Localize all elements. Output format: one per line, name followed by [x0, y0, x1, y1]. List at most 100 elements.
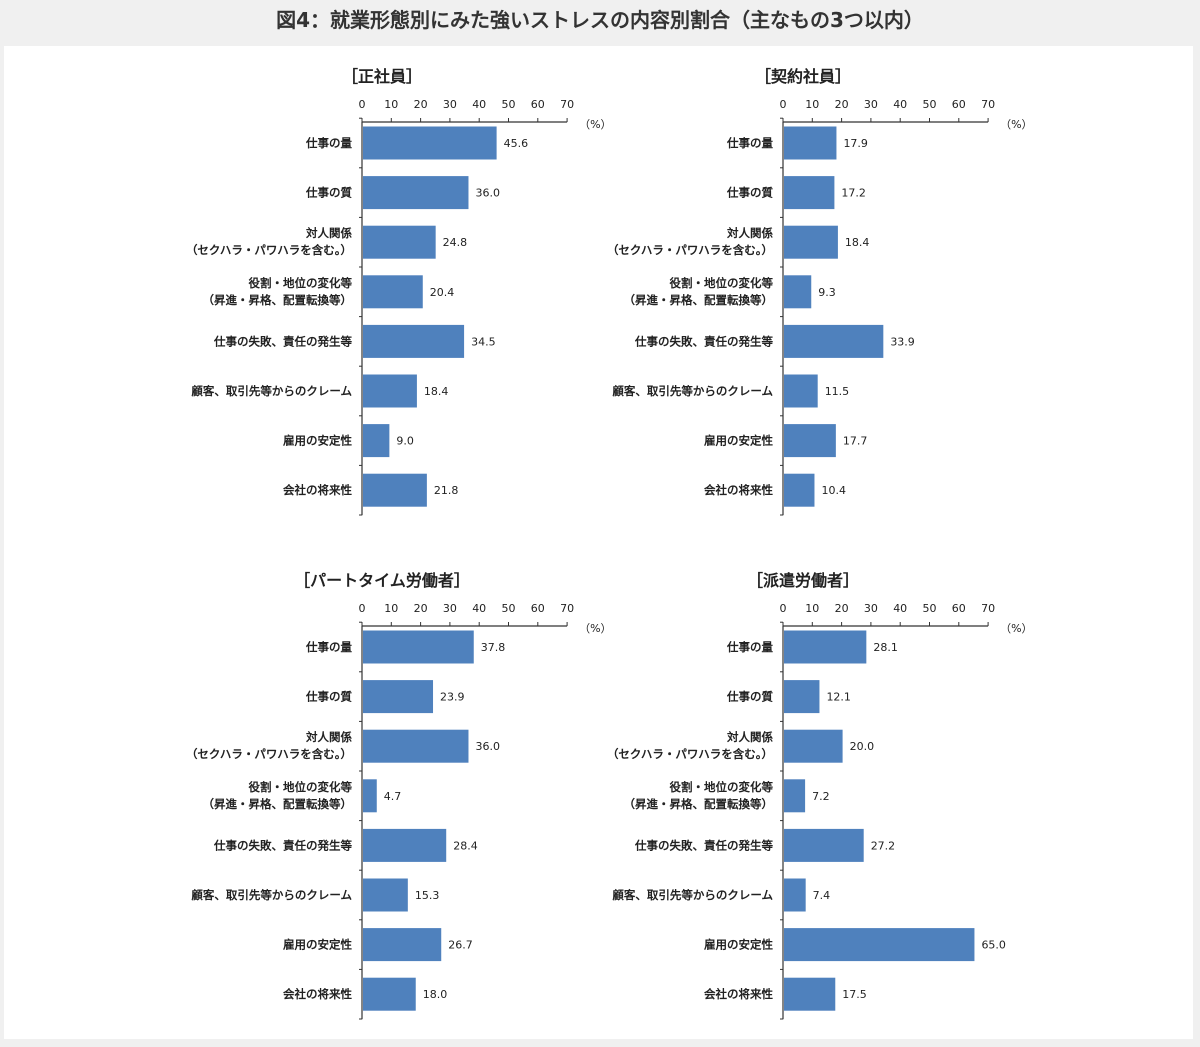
category-label: 対人関係 — [305, 730, 352, 744]
x-tick-label: 30 — [864, 602, 878, 615]
x-tick-label: 0 — [359, 98, 366, 111]
data-label: 18.4 — [845, 236, 870, 249]
category-sublabel: （セクハラ・パワハラを含む。） — [607, 747, 773, 761]
x-tick-label: 30 — [443, 602, 457, 615]
data-label: 17.5 — [842, 988, 867, 1001]
data-label: 28.1 — [873, 641, 898, 654]
x-tick-label: 60 — [952, 602, 966, 615]
bar — [784, 828, 864, 862]
category-label: 仕事の量 — [726, 640, 773, 654]
x-tick-label: 60 — [952, 98, 966, 111]
category-label: 仕事の失敗、責任の発生等 — [213, 334, 352, 348]
data-label: 7.4 — [813, 889, 831, 902]
category-label: 会社の将来性 — [703, 483, 773, 497]
x-tick-label: 20 — [835, 602, 849, 615]
chart-title: ［正社員］ — [342, 67, 422, 86]
x-tick-label: 50 — [502, 602, 516, 615]
category-label: 顧客、取引先等からのクレーム — [612, 888, 773, 902]
bar — [363, 126, 497, 160]
x-tick-label: 10 — [805, 602, 819, 615]
bar — [784, 424, 836, 458]
chart-title: ［派遣労働者］ — [747, 571, 859, 590]
bar — [363, 176, 469, 210]
data-label: 17.9 — [843, 137, 868, 150]
category-label: 仕事の質 — [726, 690, 773, 704]
category-sublabel: （セクハラ・パワハラを含む。） — [607, 243, 773, 257]
data-label: 21.8 — [434, 484, 459, 497]
category-label: 対人関係 — [726, 730, 773, 744]
data-label: 20.0 — [850, 740, 875, 753]
category-sublabel: （昇進・昇格、配置転換等） — [624, 293, 774, 307]
category-sublabel: （昇進・昇格、配置転換等） — [203, 797, 353, 811]
chart-1: ［正社員］ 0 10 20 30 40 50 60 70 （%） 45.6 仕事の量 36.0 仕事の質 2… — [186, 67, 612, 516]
bar — [784, 729, 843, 763]
category-label: 顧客、取引先等からのクレーム — [191, 888, 352, 902]
chart-2: ［契約社員］ 0 10 20 30 40 50 60 70 （%） 17.9 仕事の量 17.2 仕事の質… — [607, 67, 1033, 516]
x-tick-label: 50 — [502, 98, 516, 111]
x-tick-label: 70 — [981, 602, 995, 615]
x-tick-label: 20 — [835, 98, 849, 111]
chart-title: ［パートタイム労働者］ — [294, 571, 470, 590]
x-tick-label: 0 — [359, 602, 366, 615]
unit-label: （%） — [579, 118, 611, 131]
bar — [363, 828, 447, 862]
x-tick-label: 10 — [384, 98, 398, 111]
bar — [363, 324, 465, 358]
bar — [784, 680, 820, 714]
bar — [363, 630, 474, 664]
bar — [784, 275, 812, 309]
data-label: 37.8 — [481, 641, 506, 654]
category-label: 雇用の安定性 — [283, 938, 352, 952]
category-label: 仕事の量 — [305, 640, 352, 654]
x-tick-label: 70 — [981, 98, 995, 111]
bar — [363, 473, 427, 507]
bar — [784, 176, 835, 210]
bar — [363, 928, 442, 962]
data-label: 18.0 — [423, 988, 448, 1001]
chart-4: ［派遣労働者］ 0 10 20 30 40 50 60 70 （%） 28.1 仕事の量 12.1 仕事の… — [607, 571, 1033, 1020]
bar — [784, 473, 815, 507]
data-label: 4.7 — [384, 790, 402, 803]
bar — [363, 680, 434, 714]
x-tick-label: 10 — [384, 602, 398, 615]
category-label: 雇用の安定性 — [283, 434, 352, 448]
x-tick-label: 40 — [893, 602, 907, 615]
data-label: 65.0 — [981, 939, 1006, 952]
bar — [363, 878, 408, 912]
data-label: 28.4 — [453, 839, 478, 852]
x-tick-label: 50 — [923, 602, 937, 615]
x-tick-label: 30 — [443, 98, 457, 111]
x-tick-label: 40 — [472, 602, 486, 615]
chart-title: ［契約社員］ — [755, 67, 851, 86]
data-label: 11.5 — [825, 385, 850, 398]
data-label: 36.0 — [475, 740, 500, 753]
bar — [363, 729, 469, 763]
category-label: 雇用の安定性 — [704, 938, 773, 952]
x-tick-label: 50 — [923, 98, 937, 111]
x-tick-label: 0 — [780, 602, 787, 615]
x-tick-label: 10 — [805, 98, 819, 111]
bar — [363, 977, 416, 1011]
data-label: 26.7 — [448, 939, 473, 952]
unit-label: （%） — [1000, 118, 1032, 131]
data-label: 18.4 — [424, 385, 449, 398]
data-label: 15.3 — [415, 889, 440, 902]
unit-label: （%） — [1000, 622, 1032, 635]
category-label: 役割・地位の変化等 — [670, 780, 774, 794]
charts-canvas: ［正社員］ 0 10 20 30 40 50 60 70 （%） 45.6 仕事の量 36.0 仕事の質 2… — [186, 67, 1033, 1020]
data-label: 17.7 — [843, 435, 868, 448]
category-label: 仕事の失敗、責任の発生等 — [634, 334, 773, 348]
chart-panel: ［正社員］ 0 10 20 30 40 50 60 70 （%） 45.6 仕事の量 36.0 仕事の質 2… — [4, 46, 1193, 1039]
bar — [784, 126, 837, 160]
data-label: 10.4 — [821, 484, 846, 497]
category-sublabel: （昇進・昇格、配置転換等） — [624, 797, 774, 811]
category-label: 仕事の量 — [726, 136, 773, 150]
data-label: 9.3 — [818, 286, 836, 299]
bar — [363, 779, 377, 813]
data-label: 34.5 — [471, 335, 496, 348]
category-label: 役割・地位の変化等 — [249, 276, 353, 290]
bar — [784, 928, 975, 962]
category-sublabel: （昇進・昇格、配置転換等） — [203, 293, 353, 307]
bar — [784, 324, 884, 358]
category-label: 会社の将来性 — [703, 987, 773, 1001]
